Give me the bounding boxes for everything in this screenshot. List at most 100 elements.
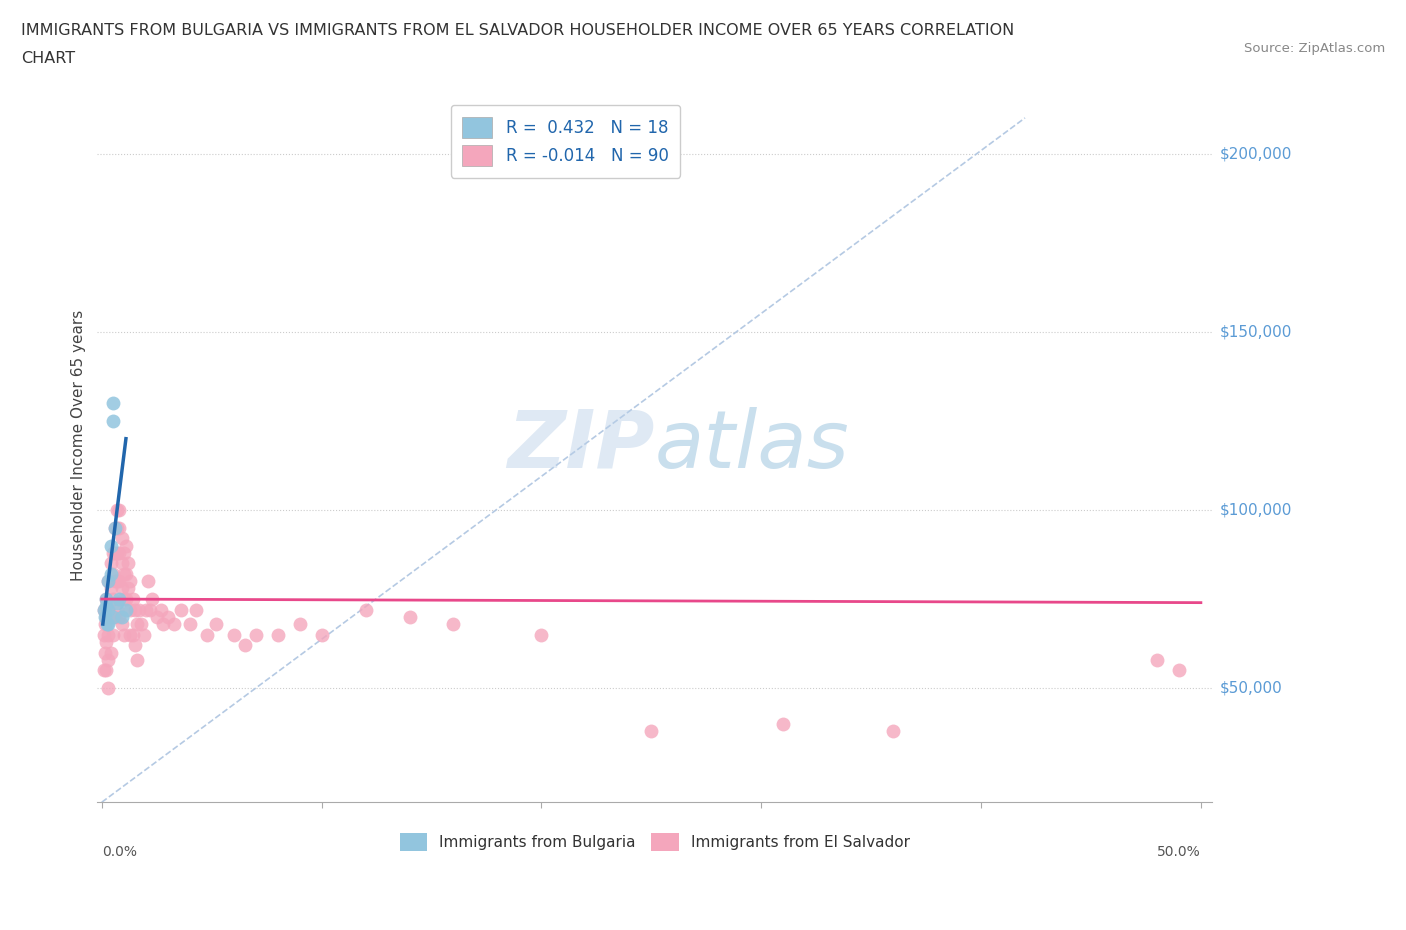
Point [530,627,553,642]
Text: CHART: CHART [21,51,75,66]
Point [110,609,132,624]
Point [93,603,115,618]
Text: Source: ZipAtlas.com: Source: ZipAtlas.com [1244,42,1385,55]
Point [145,609,167,624]
Text: 50.0%: 50.0% [1157,845,1201,859]
Text: $50,000: $50,000 [1220,681,1282,696]
Point [110,556,132,571]
Point [101,414,124,429]
Point [115,566,138,581]
Point [141,591,163,606]
Point [94,645,117,660]
Point [94,609,117,624]
Point [101,627,124,642]
Point [105,521,128,536]
Point [112,591,135,606]
Point [124,603,146,618]
Point [1167,663,1189,678]
Point [125,652,148,667]
Point [115,538,138,553]
Point [94,663,117,678]
Point [150,603,173,618]
Point [93,663,115,678]
Point [186,603,208,618]
Point [104,609,127,624]
Point [105,574,128,589]
Point [93,603,115,618]
Point [94,617,117,631]
Point [100,566,122,581]
Point [94,609,117,624]
Point [94,634,117,649]
Point [108,609,131,624]
Point [131,617,153,631]
Point [170,603,193,618]
Text: IMMIGRANTS FROM BULGARIA VS IMMIGRANTS FROM EL SALVADOR HOUSEHOLDER INCOME OVER : IMMIGRANTS FROM BULGARIA VS IMMIGRANTS F… [21,23,1014,38]
Point [97,681,120,696]
Point [128,603,150,618]
Point [100,538,122,553]
Point [115,591,138,606]
Point [163,617,186,631]
Point [205,617,228,631]
Point [1146,652,1168,667]
Point [121,591,143,606]
Point [139,603,162,618]
Point [100,581,122,596]
Point [115,603,138,618]
Point [105,603,128,618]
Point [94,591,117,606]
Point [120,603,142,618]
Point [110,531,132,546]
Text: $150,000: $150,000 [1220,325,1292,339]
Point [156,609,179,624]
Point [124,638,146,653]
Point [108,591,131,606]
Point [120,627,142,642]
Point [100,645,122,660]
Point [97,617,120,631]
Point [245,627,267,642]
Point [112,627,135,642]
Point [100,609,122,624]
Point [132,627,155,642]
Point [136,574,159,589]
Point [266,627,288,642]
Point [101,395,124,410]
Point [120,574,142,589]
Point [121,627,143,642]
Point [112,566,135,581]
Point [179,617,201,631]
Point [398,609,420,624]
Point [94,599,117,614]
Point [97,603,120,618]
Point [443,617,465,631]
Point [105,502,128,517]
Point [101,545,124,560]
Point [93,627,115,642]
Point [97,603,120,618]
Point [222,627,245,642]
Point [108,502,131,517]
Point [101,566,124,581]
Point [104,574,127,589]
Point [110,581,132,596]
Point [110,617,132,631]
Point [105,595,128,610]
Text: 0.0%: 0.0% [101,845,136,859]
Text: atlas: atlas [655,406,849,485]
Point [772,716,794,731]
Point [105,545,128,560]
Y-axis label: Householder Income Over 65 years: Householder Income Over 65 years [72,311,86,581]
Text: $200,000: $200,000 [1220,146,1292,161]
Point [288,617,311,631]
Point [108,545,131,560]
Point [311,627,333,642]
Point [117,556,139,571]
Point [96,617,118,631]
Point [233,638,256,653]
Point [104,521,127,536]
Point [104,521,127,536]
Point [112,545,135,560]
Point [101,609,124,624]
